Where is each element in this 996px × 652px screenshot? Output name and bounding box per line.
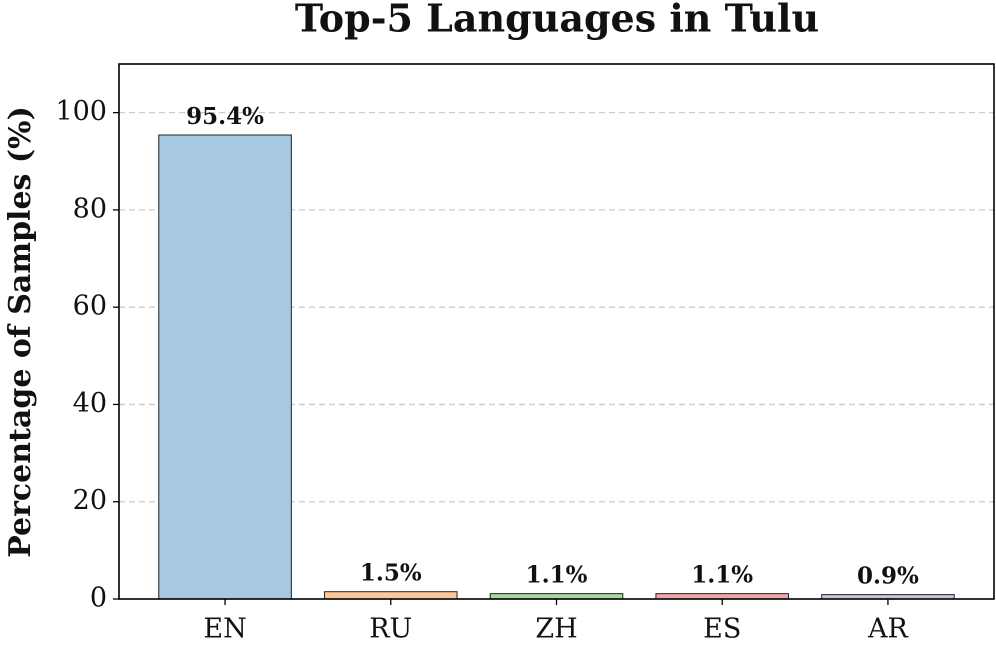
y-tick-label: 100 <box>55 96 107 127</box>
bar <box>323 591 458 600</box>
value-label: 1.1% <box>526 562 588 589</box>
y-tick-label: 80 <box>73 193 107 224</box>
value-label: 0.9% <box>857 563 919 590</box>
y-tick-label: 60 <box>73 291 107 322</box>
x-tick-label: ZH <box>535 614 577 645</box>
y-tick-label: 20 <box>73 485 107 516</box>
chart-title: Top-5 Languages in Tulu <box>295 0 819 41</box>
y-axis-label: Percentage of Samples (%) <box>3 106 38 558</box>
bar <box>489 593 624 600</box>
y-tick-label: 40 <box>73 388 107 419</box>
value-label: 95.4% <box>186 103 264 130</box>
bar <box>158 134 292 600</box>
y-tick-label: 0 <box>90 583 107 614</box>
plot-frame <box>118 63 995 600</box>
x-tick-label: RU <box>369 614 412 645</box>
value-label: 1.5% <box>360 560 422 587</box>
bar <box>655 593 790 600</box>
x-tick-label: EN <box>203 614 246 645</box>
x-tick-label: ES <box>703 614 741 645</box>
x-tick-label: AR <box>867 614 908 645</box>
value-label: 1.1% <box>691 562 753 589</box>
